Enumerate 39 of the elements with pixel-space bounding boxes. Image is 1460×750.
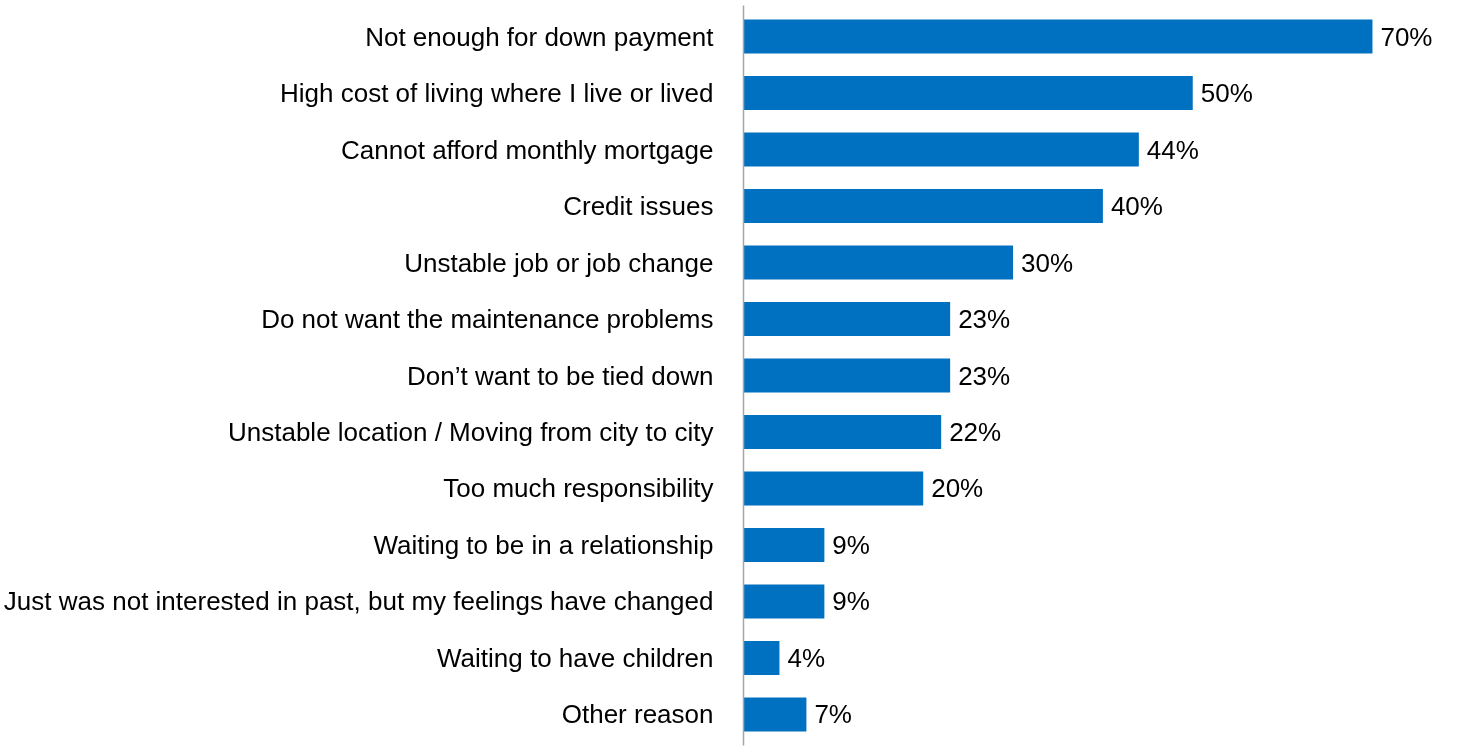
bar: [743, 584, 825, 619]
data-label: 50%: [1200, 78, 1253, 109]
bar: [743, 641, 780, 675]
y-tick-label: Unstable location / Moving from city to city: [227, 416, 714, 447]
bar: [743, 471, 924, 506]
y-tick-label: High cost of living where I live or lived: [279, 78, 714, 109]
y-tick-label: Not enough for down payment: [365, 21, 715, 52]
y-tick-label: Waiting to be in a relationship: [373, 529, 714, 560]
y-tick-label: Waiting to have children: [436, 642, 714, 673]
data-label: 44%: [1146, 134, 1199, 165]
bar: [743, 76, 1193, 110]
bar: [743, 358, 951, 393]
y-tick-label: Do not want the maintenance problems: [261, 304, 714, 335]
data-label: 9%: [832, 529, 870, 560]
bar: [743, 697, 807, 732]
data-label: 23%: [958, 304, 1011, 335]
data-label: 40%: [1110, 191, 1163, 222]
data-label: 30%: [1021, 247, 1074, 278]
y-tick-label: Unstable job or job change: [404, 247, 714, 278]
bar: [743, 19, 1373, 54]
y-tick-label: Don’t want to be tied down: [407, 360, 714, 391]
bar: [743, 132, 1139, 167]
bar: [743, 415, 942, 449]
y-tick-label: Cannot afford monthly mortgage: [341, 134, 714, 165]
data-label: 22%: [949, 416, 1002, 447]
data-label: 23%: [958, 360, 1011, 391]
data-label: 7%: [814, 699, 852, 730]
bar: [743, 189, 1103, 223]
data-label: 9%: [832, 586, 870, 617]
bar: [743, 302, 951, 336]
data-label: 70%: [1380, 21, 1433, 52]
y-tick-label: Just was not interested in past, but my feelings have changed: [3, 586, 714, 617]
y-tick-label: Credit issues: [563, 191, 714, 222]
bar: [743, 245, 1014, 280]
y-tick-label: Too much responsibility: [443, 473, 714, 504]
y-tick-label: Other reason: [561, 699, 714, 730]
data-label: 4%: [787, 642, 826, 673]
bar: [743, 528, 825, 562]
data-label: 20%: [931, 473, 984, 504]
